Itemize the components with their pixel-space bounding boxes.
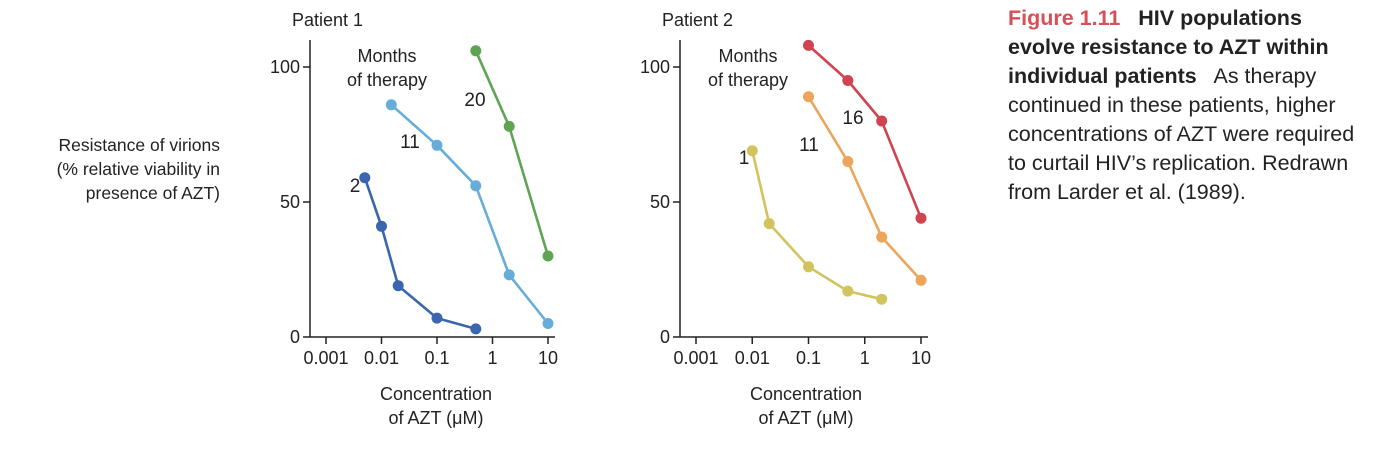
series-2-months: 2	[350, 172, 482, 335]
series-line	[474, 50, 550, 257]
x-tick-label: 0.01	[364, 348, 399, 368]
series-label: 16	[842, 108, 863, 129]
series-1-months: 1	[739, 145, 888, 305]
data-point	[392, 280, 404, 292]
data-point	[803, 261, 814, 273]
y-tick-label: 100	[270, 57, 300, 77]
legend-title: of therapy	[347, 70, 427, 90]
chart-patient-1: Patient 1 0 50 100 0.001 0.01 0.1 1 10 Concentrat…	[270, 10, 558, 428]
data-point	[503, 269, 515, 281]
series-line	[807, 96, 922, 282]
figure-caption: Figure 1.11 HIV populations evolve resis…	[1008, 4, 1370, 207]
series-11-months: 11	[385, 99, 554, 329]
data-point	[876, 293, 888, 305]
x-axis-label: Concentration	[750, 384, 862, 404]
data-point	[431, 139, 443, 151]
x-axis-label: Concentration	[380, 384, 492, 404]
x-tick-label: 10	[538, 348, 558, 368]
x-axis-label: of AZT (μM)	[758, 408, 853, 428]
series-line	[363, 177, 477, 331]
data-point	[431, 312, 443, 324]
series-line	[807, 44, 923, 219]
x-tick-label: 1	[860, 348, 870, 368]
caption-figure-number: Figure 1.11	[1008, 6, 1121, 30]
x-tick-label: 0.001	[673, 348, 718, 368]
data-point	[763, 218, 775, 230]
y-tick-label: 50	[280, 192, 300, 212]
series-11-months: 11	[799, 91, 927, 286]
data-point	[915, 274, 927, 286]
data-point	[842, 285, 854, 297]
x-tick-label: 0.01	[735, 348, 770, 368]
legend-title: Months	[357, 46, 416, 66]
panel-title-2: Patient 2	[662, 10, 733, 30]
series-label: 20	[464, 90, 485, 111]
series-16-months: 16	[803, 39, 927, 224]
data-point	[915, 212, 927, 224]
y-tick-label: 0	[660, 327, 670, 347]
data-point	[385, 99, 397, 111]
series-label: 11	[400, 132, 420, 153]
series-20-months: 20	[464, 45, 554, 262]
data-point	[542, 250, 554, 262]
y-axis-label: Resistance of virions (% relative viabil…	[57, 135, 221, 203]
y-axis-label-line-1: Resistance of virions	[59, 135, 221, 155]
y-axis-label-line-3: presence of AZT)	[86, 183, 220, 203]
x-tick-label: 10	[911, 348, 931, 368]
legend-title: of therapy	[708, 70, 788, 90]
legend-title: Months	[718, 46, 777, 66]
x-tick-label: 0.001	[303, 348, 348, 368]
chart-patient-2: Patient 2 0 50 100 0.001 0.01 0.1 1 10 Concentrat…	[640, 10, 931, 428]
data-point	[746, 145, 758, 157]
y-axis-label-line-2: (% relative viability in	[57, 159, 220, 179]
series-label: 1	[739, 148, 750, 169]
caption-title: HIV populations evolve resistance to AZT…	[1008, 6, 1329, 88]
data-point	[470, 45, 482, 57]
data-point	[376, 220, 387, 232]
x-tick-label: 0.1	[424, 348, 449, 368]
data-point	[876, 231, 888, 243]
x-axis-label: of AZT (μM)	[388, 408, 483, 428]
data-point	[842, 75, 854, 86]
series-label: 11	[799, 135, 819, 156]
x-tick-label: 0.1	[796, 348, 821, 368]
caption-body: As therapy continued in these patients, …	[1008, 64, 1355, 204]
data-point	[503, 120, 515, 132]
data-point	[876, 115, 888, 127]
data-point	[842, 156, 854, 167]
data-point	[359, 172, 371, 184]
x-tick-label: 1	[487, 348, 497, 368]
y-tick-label: 0	[290, 327, 300, 347]
data-point	[470, 180, 482, 192]
data-point	[803, 39, 814, 51]
series-label: 2	[350, 176, 361, 197]
y-tick-label: 100	[640, 57, 670, 77]
data-point	[470, 323, 482, 335]
data-point	[803, 91, 814, 103]
data-point	[542, 318, 554, 329]
y-tick-label: 50	[650, 192, 670, 212]
panel-title-1: Patient 1	[292, 10, 363, 30]
